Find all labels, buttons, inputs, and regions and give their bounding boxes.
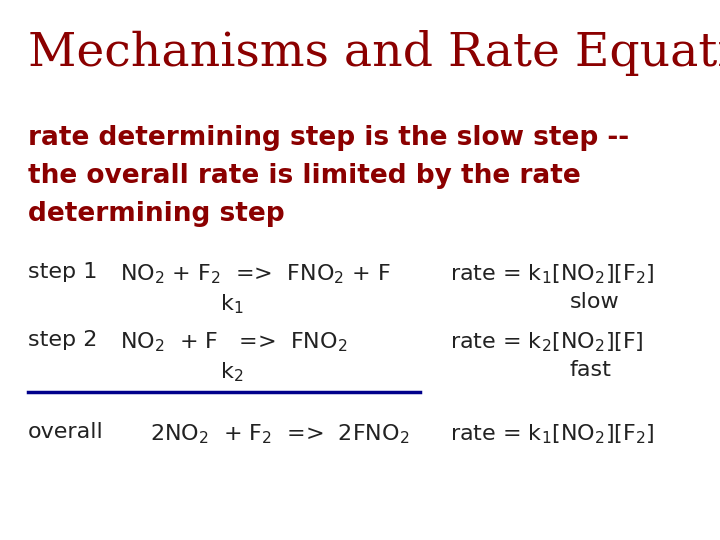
Text: step 2: step 2 — [28, 330, 97, 350]
Text: overall: overall — [28, 422, 104, 442]
Text: k$_1$: k$_1$ — [220, 292, 243, 315]
Text: k$_2$: k$_2$ — [220, 360, 243, 383]
Text: rate determining step is the slow step --: rate determining step is the slow step -… — [28, 125, 629, 151]
Text: NO$_2$  + F   =>  FNO$_2$: NO$_2$ + F => FNO$_2$ — [120, 330, 348, 354]
Text: fast: fast — [570, 360, 612, 380]
Text: step 1: step 1 — [28, 262, 97, 282]
Text: slow: slow — [570, 292, 620, 312]
Text: rate = k$_2$[NO$_2$][F]: rate = k$_2$[NO$_2$][F] — [450, 330, 644, 354]
Text: determining step: determining step — [28, 201, 284, 227]
Text: the overall rate is limited by the rate: the overall rate is limited by the rate — [28, 163, 581, 189]
Text: Mechanisms and Rate Equations: Mechanisms and Rate Equations — [28, 30, 720, 76]
Text: rate = k$_1$[NO$_2$][F$_2$]: rate = k$_1$[NO$_2$][F$_2$] — [450, 422, 654, 446]
Text: 2NO$_2$  + F$_2$  =>  2FNO$_2$: 2NO$_2$ + F$_2$ => 2FNO$_2$ — [150, 422, 410, 446]
Text: NO$_2$ + F$_2$  =>  FNO$_2$ + F: NO$_2$ + F$_2$ => FNO$_2$ + F — [120, 262, 391, 286]
Text: rate = k$_1$[NO$_2$][F$_2$]: rate = k$_1$[NO$_2$][F$_2$] — [450, 262, 654, 286]
